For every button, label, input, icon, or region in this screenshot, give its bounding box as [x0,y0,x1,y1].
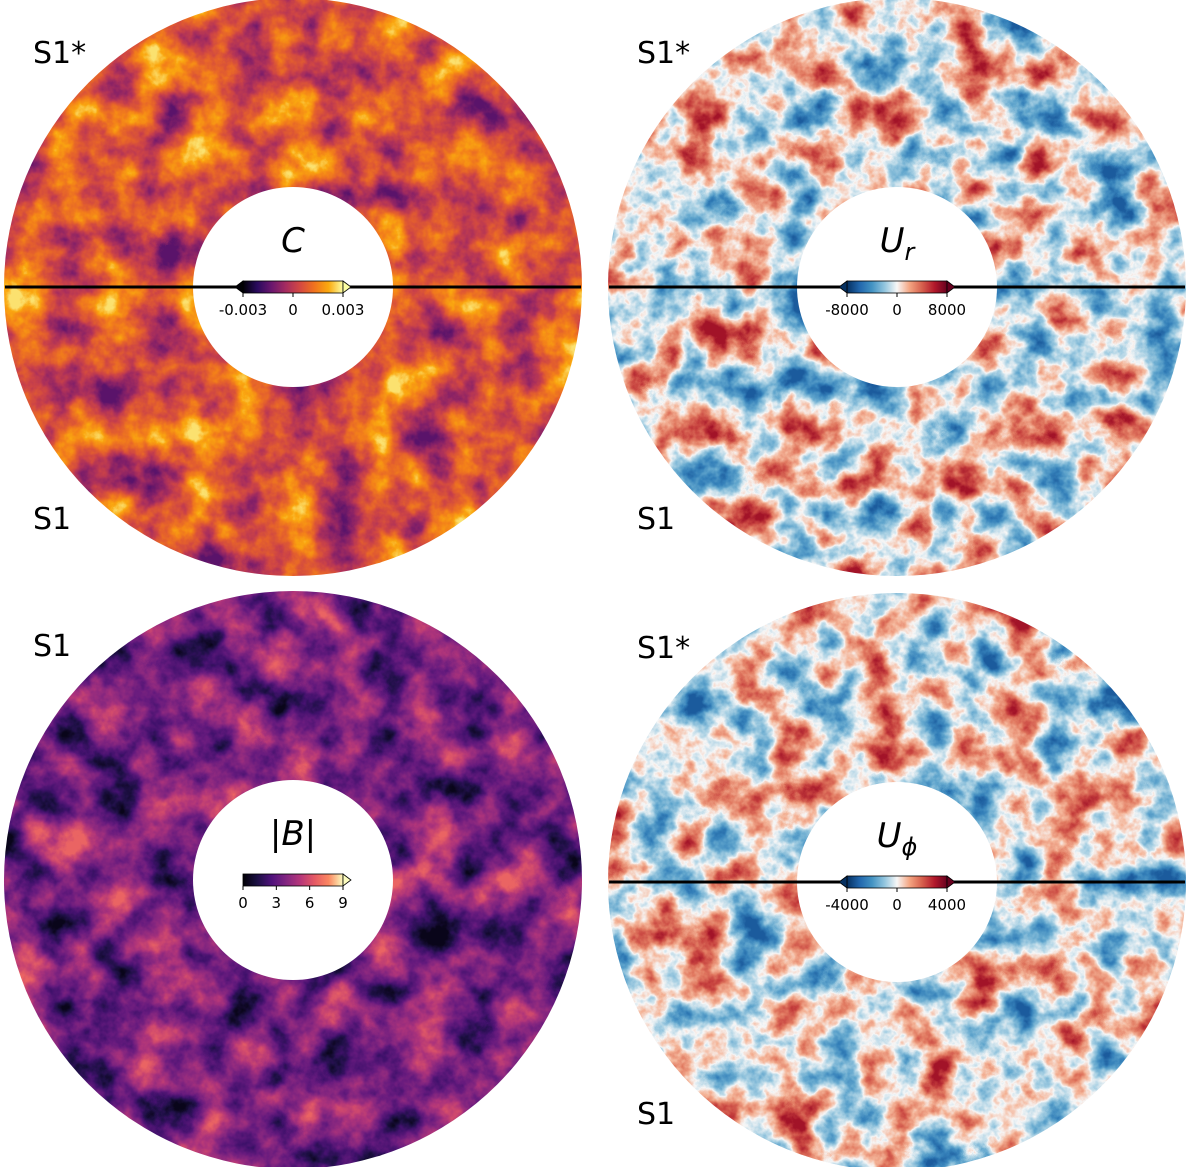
colorbar-tick-label: 3 [272,894,282,912]
colorbar-tick-label: 0 [238,894,248,912]
symbol: U [877,816,902,856]
panel-label: S1 [33,629,71,664]
subscript: ϕ [902,833,918,861]
colorbar-extend [342,873,352,887]
panel-label: S1* [637,36,690,71]
colorbar-tick-label: -4000 [825,896,869,914]
subscript: r [905,238,917,266]
colorbar-tick-label: 6 [305,894,315,912]
colorbar [242,873,344,887]
field-symbol: Uϕ [877,816,918,861]
panel: S1* S1 Uϕ -4000 0 4000 [608,593,1186,1167]
colorbar-tick-label: -8000 [825,301,869,319]
colorbar-tick-label: 0 [892,301,902,319]
panel: S1 |B| 0 3 6 9 [4,591,582,1167]
colorbar [242,280,344,294]
symbol: U [880,221,905,261]
colorbar [846,280,948,294]
colorbar-tick-label: 0.003 [322,301,365,319]
colorbar-tick-label: 8000 [928,301,966,319]
colorbar-extend [946,875,956,889]
panel: S1* S1 C -0.003 0 0.003 [4,0,582,576]
field-symbol: Ur [880,221,917,266]
colorbar-extend [838,875,848,889]
colorbar-tick-label: 0 [892,896,902,914]
symbol: C [281,221,305,261]
field-symbol: |B| [270,814,316,854]
panel-label: S1 [637,502,675,537]
colorbar-extend [946,280,956,294]
panel-label: S1 [33,502,71,537]
colorbar-extend [342,280,352,294]
colorbar [846,875,948,889]
panel-label: S1 [637,1097,675,1132]
panel-label: S1* [33,36,86,71]
colorbar-extend [838,280,848,294]
colorbar-tick-label: 9 [338,894,348,912]
field-symbol: C [281,221,305,261]
colorbar-tick-label: 4000 [928,896,966,914]
panel: S1* S1 Ur -8000 0 8000 [608,0,1186,576]
colorbar-tick-label: 0 [288,301,298,319]
symbol: |B| [270,814,316,854]
panel-label: S1* [637,631,690,666]
colorbar-extend [234,280,244,294]
colorbar-tick-label: -0.003 [219,301,267,319]
